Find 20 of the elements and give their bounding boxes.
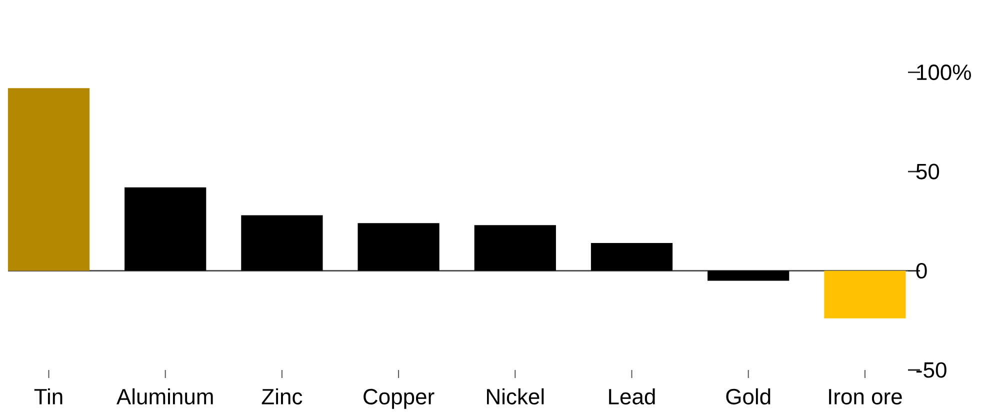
bar (8, 88, 90, 271)
y-tick-label: 0 (916, 262, 927, 279)
x-tick-label: Iron ore (829, 389, 902, 404)
y-tick-label: 100% (917, 64, 971, 80)
x-tick-label: Nickel (487, 388, 544, 404)
x-tick-label: Tin (34, 388, 62, 404)
x-tick-label: Lead (609, 388, 655, 404)
bar (590, 242, 673, 271)
y-tick-label: 50 (916, 164, 940, 180)
bar (708, 270, 790, 281)
x-tick-label: Gold (726, 388, 770, 404)
bar (241, 215, 323, 271)
bar (124, 187, 206, 271)
bar (358, 223, 440, 271)
y-tick-label: -50 (916, 362, 946, 378)
bar (474, 225, 556, 271)
bar (824, 270, 906, 318)
x-tick-label: Zinc (262, 388, 302, 404)
x-tick-label: Copper (364, 388, 434, 409)
x-tick-label: Aluminum (116, 388, 213, 404)
